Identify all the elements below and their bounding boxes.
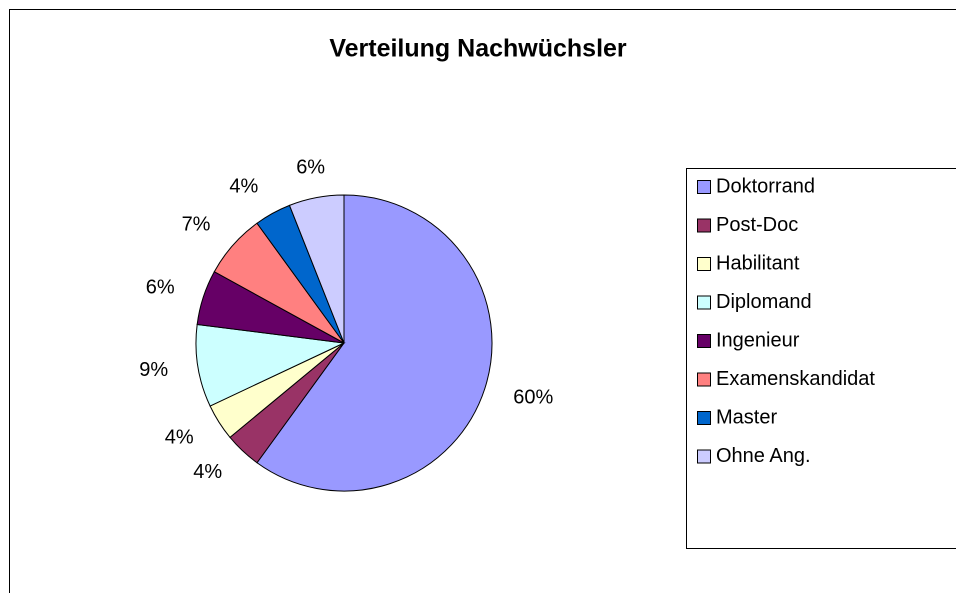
chart-title: Verteilung Nachwüchsler (329, 35, 627, 63)
chart-frame (9, 9, 956, 593)
pie-slice (288, 194, 345, 344)
legend (686, 168, 956, 549)
data-label: 7% (182, 214, 211, 236)
legend-swatch (697, 257, 711, 271)
legend-label: Ingenieur (716, 329, 800, 351)
legend-swatch (697, 180, 711, 194)
legend-label: Ohne Ang. (716, 445, 811, 467)
legend-label: Doktorrand (716, 175, 815, 197)
data-label: 60% (513, 386, 553, 408)
data-label: 6% (296, 156, 325, 178)
legend-label: Master (716, 406, 777, 428)
legend-swatch (697, 411, 711, 425)
data-label: 9% (139, 359, 168, 381)
legend-label: Examenskandidat (716, 368, 875, 390)
legend-swatch (697, 334, 711, 348)
legend-swatch (697, 218, 711, 233)
legend-label: Post-Doc (716, 214, 798, 236)
pie-slice (256, 194, 493, 492)
legend-swatch (697, 372, 711, 387)
legend-label: Habilitant (716, 252, 800, 274)
pie-slice (195, 323, 346, 407)
legend-label: Diplomand (716, 291, 812, 313)
data-label: 4% (165, 427, 194, 449)
legend-swatch (697, 449, 711, 464)
data-label: 6% (146, 276, 175, 298)
data-label: 4% (193, 461, 222, 483)
legend-swatch (697, 295, 711, 310)
data-label: 4% (229, 175, 258, 197)
